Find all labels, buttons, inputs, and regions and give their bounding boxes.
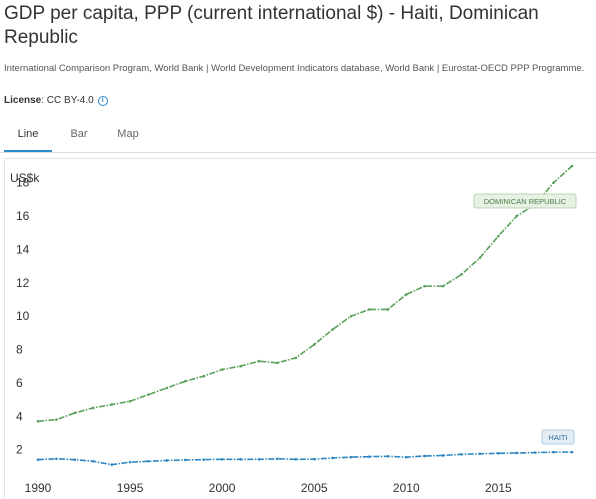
source-text: International Comparison Program, World … [4,63,585,74]
y-tick-label: 18 [16,176,30,190]
series-line [37,451,572,466]
data-point [497,234,500,238]
data-point [570,450,574,454]
data-point [147,393,150,396]
data-point [128,460,132,464]
x-tick-label: 2015 [485,481,512,495]
data-point [110,403,113,406]
series-label-box [473,193,577,209]
data-point [349,314,353,318]
data-point [552,181,555,184]
data-point [128,399,132,403]
data-point [460,453,463,456]
data-point [386,308,390,311]
x-tick-label: 2005 [301,481,328,495]
y-tick-label: 10 [16,309,30,323]
data-point [257,458,261,461]
data-point [312,343,316,346]
y-tick-label: 4 [16,409,23,423]
data-point [570,164,574,168]
license-label: License [4,95,42,106]
data-point [515,451,519,455]
data-point [478,452,482,456]
data-point [441,284,445,288]
series-line [37,165,573,423]
data-point [294,458,298,461]
data-point [257,359,261,363]
x-tick-label: 2010 [393,481,420,495]
data-point [184,379,187,383]
data-point [533,451,537,454]
chart-frame [4,158,596,499]
page-title: GDP per capita, PPP (current internation… [4,3,539,48]
data-point [239,458,242,461]
data-point [36,419,40,423]
data-point [312,457,316,461]
data-point [220,458,224,461]
data-point [497,452,500,455]
data-point [147,460,150,463]
data-point [404,293,408,296]
data-point [202,374,206,378]
data-point [91,460,95,463]
y-tick-label: 12 [16,276,30,290]
data-point [73,411,77,415]
data-point [91,406,95,410]
data-point [55,418,58,421]
data-point [423,454,426,458]
y-tick-label: 6 [16,376,23,390]
data-point [331,456,334,460]
data-point [165,459,169,462]
data-point [239,364,242,368]
data-point [404,455,408,459]
data-point [386,455,390,458]
data-point [368,308,371,311]
y-tick-label: 2 [16,443,23,457]
data-point [73,458,77,461]
data-point [110,463,113,466]
data-point [552,450,555,454]
tab-map[interactable]: Map [117,128,139,140]
y-tick-label: 16 [16,209,30,223]
series-label-box [541,429,575,445]
x-tick-label: 1995 [117,481,144,495]
info-icon[interactable]: i [97,96,108,106]
tab-line[interactable]: Line [4,118,52,152]
data-point [276,457,279,461]
data-point [349,455,353,459]
data-point [220,368,224,371]
data-point [202,458,206,461]
data-point [441,454,445,457]
license-value: : CC BY-4.0 [41,95,94,106]
y-tick-label: 8 [16,343,23,357]
data-point [55,457,58,461]
y-tick-label: 14 [16,242,30,256]
license-row: License: CC BY-4.0 i [4,95,108,106]
y-axis-label: US$k [10,171,40,185]
chart-type-tabs: Line Bar Map [0,118,596,153]
data-point [423,284,426,288]
data-point [184,458,187,462]
data-point [294,356,298,360]
data-point [36,458,40,461]
data-point [368,455,371,458]
tab-bar[interactable]: Bar [70,128,88,140]
series-label: HAITI [548,433,567,442]
series-label: DOMINICAN REPUBLIC [484,197,567,206]
line-chart: US$k 2 4 6 8 10 12 14 16 18 1990 1995 2000 2005 2010 20… [10,164,577,495]
data-point [478,256,482,260]
data-point [165,386,169,390]
data-point [515,214,519,218]
data-point [460,273,463,276]
x-tick-label: 2000 [209,481,236,495]
x-tick-label: 1990 [25,481,52,495]
data-point [331,328,334,331]
data-point [276,361,279,365]
